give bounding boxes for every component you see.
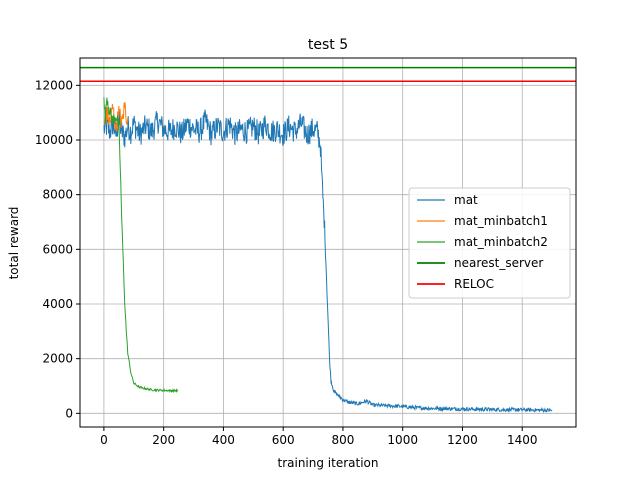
legend-box [408, 187, 571, 299]
series-mat-minbatch1 [103, 101, 129, 132]
x-tick-label: 800 [331, 433, 354, 447]
x-tick-label: 400 [212, 433, 235, 447]
x-tick-label: 1000 [387, 433, 418, 447]
legend-label: nearest_server [454, 256, 543, 270]
ticks: 0 200 400 600 800 1000 1200 1400 0 2000 4000 6000 80… [35, 78, 538, 447]
x-tick-label: 200 [152, 433, 175, 447]
series-mat-minbatch2 [103, 97, 179, 394]
x-tick-label: 1400 [507, 433, 538, 447]
legend: mat mat_minbatch1 mat_minbatch2 nearest_ser… [408, 187, 571, 299]
y-tick-label: 12000 [35, 78, 73, 92]
legend-label: RELOC [454, 277, 494, 291]
x-axis-label: training iteration [278, 456, 379, 470]
y-tick-label: 0 [65, 406, 73, 420]
y-tick-label: 4000 [42, 297, 73, 311]
legend-label: mat [454, 193, 478, 207]
y-tick-label: 8000 [42, 188, 73, 202]
y-tick-label: 2000 [42, 352, 73, 366]
x-tick-label: 1200 [447, 433, 478, 447]
y-tick-label: 10000 [35, 133, 73, 147]
legend-label: mat_minbatch1 [454, 214, 548, 228]
x-tick-label: 0 [100, 433, 108, 447]
series-mat [103, 109, 553, 413]
series-layer [80, 66, 576, 413]
chart-title: test 5 [308, 37, 348, 53]
x-tick-label: 600 [272, 433, 295, 447]
legend-label: mat_minbatch2 [454, 235, 548, 249]
y-axis-label: total reward [7, 207, 21, 280]
plot-frame [79, 57, 577, 428]
y-tick-label: 6000 [42, 242, 73, 256]
